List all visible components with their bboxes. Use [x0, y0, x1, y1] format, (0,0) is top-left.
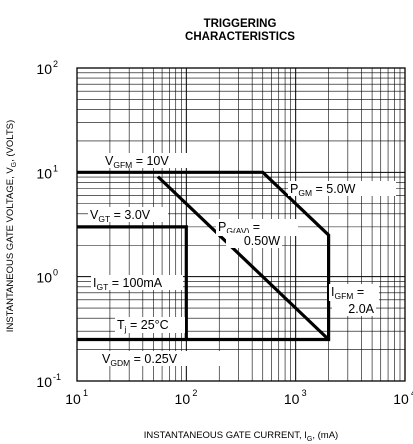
igfm-value: 2.0A [348, 302, 374, 316]
y-tick-exponent: 2 [53, 59, 58, 69]
x-tick-label: 10 [65, 391, 81, 407]
y-tick-label: 10 [36, 165, 52, 181]
x-axis-label: INSTANTANEOUS GATE CURRENT, IG, (mA) [144, 430, 338, 443]
chart-title-line1: TRIGGERING [204, 18, 277, 30]
y-tick-label: 10 [36, 374, 52, 390]
x-axis-ticks: 101102103104 [65, 388, 413, 407]
y-tick-label: 10 [36, 270, 52, 286]
chart-title-line2: CHARACTERISTICS [185, 31, 295, 43]
average-power-line [158, 177, 329, 340]
x-tick-exponent: 3 [302, 388, 307, 398]
x-tick-exponent: 1 [83, 388, 88, 398]
y-tick-label: 10 [36, 61, 52, 77]
y-tick-exponent: 0 [53, 268, 58, 278]
x-tick-label: 10 [393, 391, 409, 407]
y-tick-exponent: 1 [53, 163, 58, 173]
x-tick-label: 10 [284, 391, 300, 407]
y-tick-exponent: -1 [53, 372, 61, 382]
x-tick-label: 10 [175, 391, 191, 407]
pgav-value: 0.50W [244, 234, 280, 248]
x-tick-exponent: 2 [192, 388, 197, 398]
y-axis-label: INSTANTANEOUS GATE VOLTAGE, VG, (VOLTS) [5, 120, 18, 332]
